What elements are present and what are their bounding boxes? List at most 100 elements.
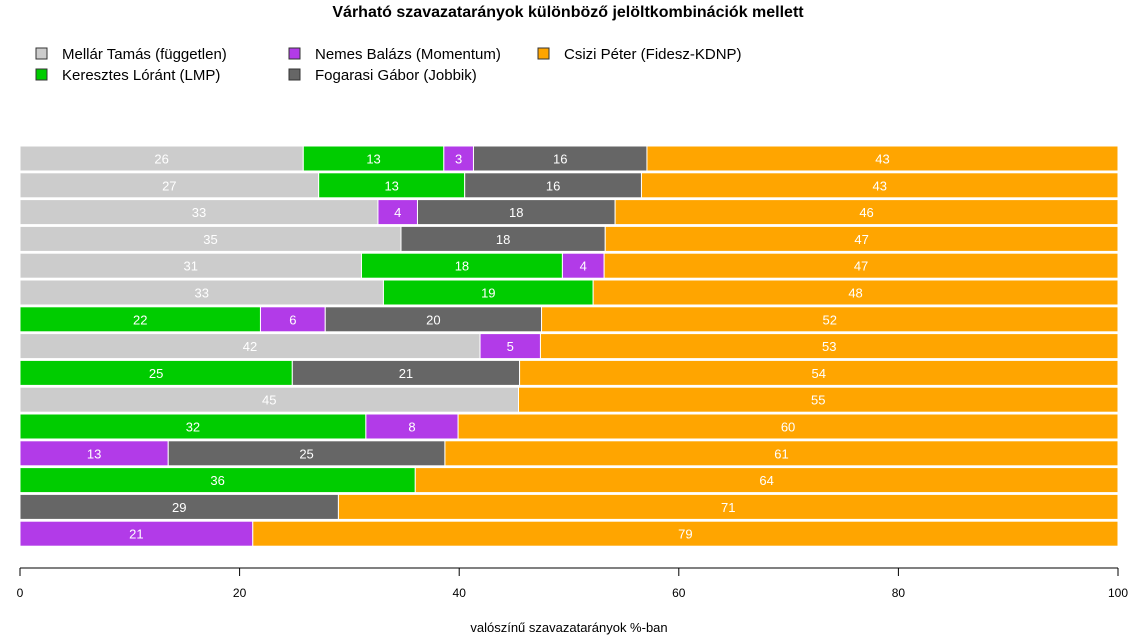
- legend-item-nemes: Nemes Balázs (Momentum): [288, 46, 501, 63]
- bar-segment-csizi: [541, 306, 1119, 333]
- x-axis-label: valószínű szavazatarányok %-ban: [470, 620, 667, 635]
- legend-label: Csizi Péter (Fidesz-KDNP): [564, 46, 742, 63]
- bar-row-1: 26 13 3 16 43: [19, 145, 1119, 172]
- bar-segment-label: 53: [822, 339, 836, 354]
- bar-segment-csizi: [646, 145, 1119, 172]
- bar-segment-label: 4: [394, 205, 401, 220]
- bar-segment-label: 64: [759, 473, 773, 488]
- bar-segment-nemes: [19, 440, 169, 467]
- bar-segment-label: 18: [509, 205, 523, 220]
- bar-segment-mellar: [19, 279, 384, 306]
- bar-segment-csizi: [252, 520, 1119, 547]
- bar-segment-nemes: [259, 306, 326, 333]
- bar-segment-csizi: [614, 199, 1119, 226]
- bar-segment-nemes: [365, 413, 459, 440]
- bar-segment-csizi: [539, 333, 1119, 360]
- x-axis: 0 20 40 60 80 100: [17, 567, 1128, 600]
- bar-segment-keresztes: [382, 279, 594, 306]
- chart-title: Várható szavazatarányok különböző jelölt…: [332, 4, 804, 21]
- bar-row-5: 31 18 4 47: [19, 252, 1119, 279]
- bar-segment-label: 21: [399, 366, 413, 381]
- bar-row-2: 27 13 16 43: [19, 172, 1119, 199]
- bar-segment-keresztes: [360, 252, 563, 279]
- bar-segment-label: 16: [546, 178, 560, 193]
- bar-segment-label: 27: [162, 178, 176, 193]
- bar-segment-mellar: [19, 199, 379, 226]
- bar-segment-label: 35: [203, 232, 217, 247]
- bar-segment-nemes: [561, 252, 605, 279]
- bar-row-3: 33 4 18 46: [19, 199, 1119, 226]
- bar-segment-label: 13: [384, 178, 398, 193]
- bar-segment-nemes: [19, 520, 254, 547]
- bar-segment-label: 19: [481, 286, 495, 301]
- bar-segment-fogarasi: [464, 172, 642, 199]
- legend-swatch: [35, 68, 48, 81]
- legend-item-mellar: Mellár Tamás (független): [35, 46, 227, 63]
- bar-segment-label: 13: [87, 446, 101, 461]
- bar-segment-keresztes: [19, 413, 367, 440]
- bar-segment-csizi: [457, 413, 1119, 440]
- bar-segment-label: 31: [184, 259, 198, 274]
- bar-segment-nemes: [443, 145, 474, 172]
- legend-swatch: [537, 47, 550, 60]
- legend: Mellár Tamás (független) Nemes Balázs (Mo…: [35, 46, 742, 84]
- bar-segment-label: 47: [854, 259, 868, 274]
- bar-segment-keresztes: [302, 145, 445, 172]
- x-tick-label: 20: [233, 586, 247, 600]
- bar-segment-label: 6: [289, 312, 296, 327]
- bar-segment-label: 21: [129, 527, 143, 542]
- bar-segment-mellar: [19, 386, 519, 413]
- bar-row-14: 29 71: [19, 493, 1119, 520]
- x-tick-label: 40: [453, 586, 467, 600]
- bar-segment-label: 25: [149, 366, 163, 381]
- bar-segment-csizi: [517, 386, 1119, 413]
- legend-label: Fogarasi Gábor (Jobbik): [315, 67, 477, 84]
- bar-segment-keresztes: [19, 359, 293, 386]
- bar-segment-label: 43: [872, 178, 886, 193]
- bar-segment-nemes: [479, 333, 541, 360]
- bar-row-11: 32 8 60: [19, 413, 1119, 440]
- bar-segment-label: 13: [366, 152, 380, 167]
- bar-segment-csizi: [640, 172, 1119, 199]
- bar-segment-label: 45: [262, 393, 276, 408]
- bar-segment-label: 8: [408, 420, 415, 435]
- bar-segment-label: 33: [192, 205, 206, 220]
- bar-segment-label: 61: [774, 446, 788, 461]
- bar-row-13: 36 64: [19, 467, 1119, 494]
- bar-row-8: 42 5 53: [19, 333, 1119, 360]
- bar-row-4: 35 18 47: [19, 225, 1119, 252]
- bar-segment-label: 47: [854, 232, 868, 247]
- bar-segment-csizi: [604, 225, 1119, 252]
- bar-row-15: 21 79: [19, 520, 1119, 547]
- bar-segment-keresztes: [318, 172, 466, 199]
- bar-segment-label: 46: [859, 205, 873, 220]
- bar-segment-label: 33: [194, 286, 208, 301]
- bar-segment-mellar: [19, 333, 481, 360]
- bar-segment-fogarasi: [167, 440, 446, 467]
- x-tick-label: 60: [672, 586, 686, 600]
- bar-segment-label: 55: [811, 393, 825, 408]
- legend-item-fogarasi: Fogarasi Gábor (Jobbik): [288, 67, 477, 84]
- legend-item-csizi: Csizi Péter (Fidesz-KDNP): [537, 46, 742, 63]
- bar-segment-label: 16: [553, 152, 567, 167]
- bar-segment-csizi: [444, 440, 1119, 467]
- x-tick-label: 80: [892, 586, 906, 600]
- bar-segment-label: 22: [133, 312, 147, 327]
- bar-row-9: 25 21 54: [19, 359, 1119, 386]
- bar-segment-keresztes: [19, 467, 416, 494]
- bar-row-7: 22 6 20 52: [19, 306, 1119, 333]
- bar-segment-label: 18: [496, 232, 510, 247]
- bar-segment-label: 79: [678, 527, 692, 542]
- bar-segment-csizi: [603, 252, 1119, 279]
- bar-segment-csizi: [414, 467, 1119, 494]
- bars: 26 13 3 16 43 27 13 16 43 33 4 18 46 35 18 47 31 18 4 47 33 1…: [19, 145, 1119, 547]
- legend-item-keresztes: Keresztes Lóránt (LMP): [35, 67, 220, 84]
- bar-segment-label: 48: [848, 286, 862, 301]
- bar-segment-label: 32: [186, 420, 200, 435]
- bar-segment-label: 36: [210, 473, 224, 488]
- bar-segment-csizi: [592, 279, 1119, 306]
- bar-segment-label: 4: [580, 259, 587, 274]
- bar-segment-label: 71: [721, 500, 735, 515]
- bar-segment-mellar: [19, 172, 320, 199]
